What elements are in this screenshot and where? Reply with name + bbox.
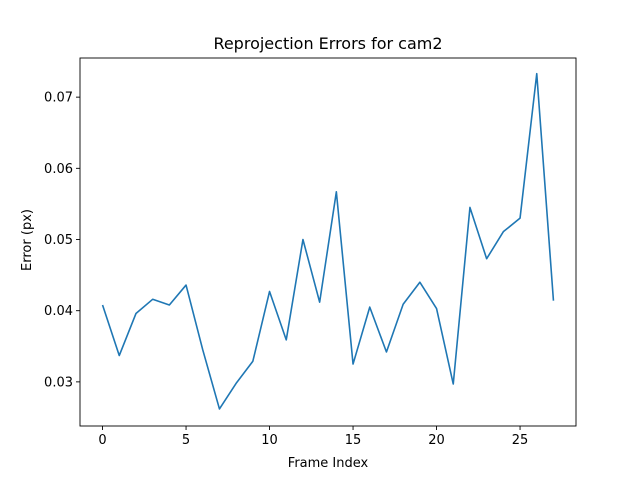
x-tick-label: 20 — [428, 433, 445, 448]
y-tick-label: 0.04 — [44, 304, 73, 319]
x-tick-label: 15 — [345, 433, 362, 448]
axes: 0 5 10 15 20 25 0.03 0.04 0.05 0.06 0.07 — [44, 57, 577, 448]
x-tick-label: 25 — [512, 433, 529, 448]
y-tick-label: 0.07 — [44, 91, 73, 106]
axes-frame — [79, 57, 577, 427]
plot-area — [101, 72, 555, 410]
y-tick-label: 0.05 — [44, 233, 73, 248]
chart-title: Reprojection Errors for cam2 — [213, 34, 442, 53]
x-axis-label: Frame Index — [288, 456, 369, 471]
y-axis-label: Error (px) — [20, 209, 35, 271]
x-tick-label: 10 — [261, 433, 278, 448]
series-line-0 — [101, 72, 555, 410]
x-tick-label: 0 — [98, 433, 106, 448]
y-tick-label: 0.06 — [44, 162, 73, 177]
x-tick-label: 5 — [182, 433, 190, 448]
y-tick-label: 0.03 — [44, 375, 73, 390]
